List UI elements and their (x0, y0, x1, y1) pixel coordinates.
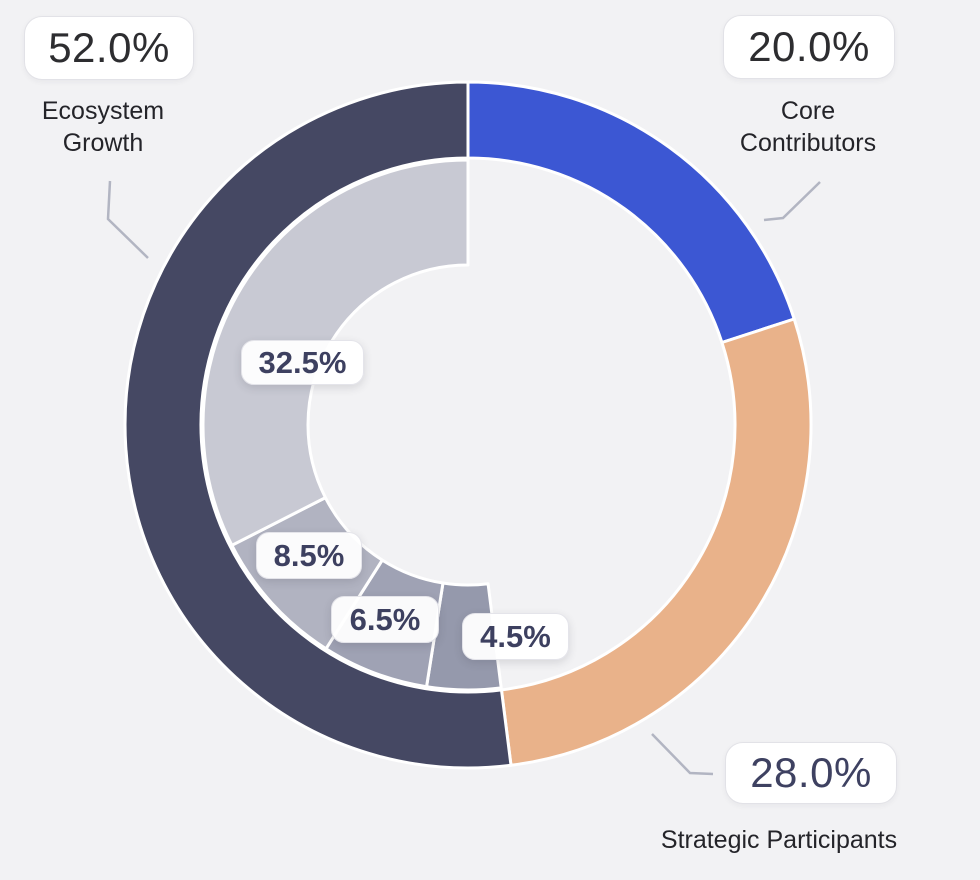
inner-badge-4.5-text: 4.5% (480, 618, 551, 654)
value-badge-ecosystem-growth: 52.0% (24, 16, 194, 80)
leader-line-core-contributors (763, 181, 821, 222)
label-strategic-participants-line1: Strategic Participants (660, 826, 898, 854)
outer-segment-strategic-participants[interactable] (499, 317, 813, 767)
inner-badge-6.5-text: 6.5% (349, 601, 421, 637)
inner-badge-6.5: 6.5% (331, 596, 439, 643)
label-ecosystem-growth-line2: Growth (62, 129, 144, 157)
inner-segment-32.5-[interactable] (201, 158, 470, 547)
label-core-contributors-line2: Contributors (739, 129, 877, 157)
label-ecosystem-growth-line1: Ecosystem (41, 97, 165, 125)
outer-segment-ecosystem-growth[interactable] (123, 80, 513, 770)
leader-line-ecosystem-growth (106, 180, 149, 259)
inner-badge-32.5-text: 32.5% (258, 344, 347, 380)
label-strategic-participants: Strategic Participants (629, 824, 929, 856)
label-ecosystem-growth: Ecosystem Growth (8, 95, 198, 159)
leader-line-strategic-participants (651, 733, 714, 776)
inner-badge-4.5: 4.5% (462, 613, 569, 660)
label-core-contributors-line1: Core (780, 97, 836, 125)
inner-badge-32.5: 32.5% (241, 340, 364, 385)
value-badge-strategic-participants: 28.0% (725, 742, 897, 804)
value-badge-core-contributors: 20.0% (723, 15, 895, 79)
value-strategic-participants: 28.0% (750, 749, 872, 796)
value-core-contributors: 20.0% (748, 23, 870, 70)
value-ecosystem-growth: 52.0% (48, 24, 170, 71)
label-core-contributors: Core Contributors (713, 95, 903, 159)
inner-badge-8.5-text: 8.5% (273, 537, 345, 573)
inner-badge-8.5: 8.5% (256, 532, 362, 579)
